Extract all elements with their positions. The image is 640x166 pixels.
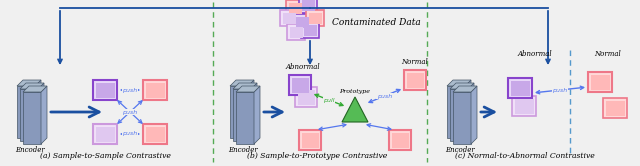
Polygon shape — [41, 86, 47, 144]
FancyBboxPatch shape — [289, 27, 303, 38]
FancyBboxPatch shape — [289, 2, 301, 13]
Text: Normal: Normal — [595, 50, 621, 58]
Text: Encoder: Encoder — [445, 146, 475, 154]
Polygon shape — [23, 86, 47, 92]
Polygon shape — [251, 83, 257, 141]
Text: push: push — [122, 87, 138, 92]
FancyBboxPatch shape — [389, 130, 411, 150]
FancyBboxPatch shape — [406, 73, 424, 87]
Polygon shape — [20, 83, 44, 89]
FancyBboxPatch shape — [299, 130, 321, 150]
FancyBboxPatch shape — [286, 0, 304, 16]
FancyBboxPatch shape — [306, 10, 324, 26]
FancyBboxPatch shape — [95, 126, 115, 141]
Text: Normal: Normal — [402, 58, 428, 66]
Text: Prototype: Prototype — [339, 89, 371, 94]
Polygon shape — [38, 83, 44, 141]
FancyBboxPatch shape — [296, 16, 308, 28]
Text: (c) Normal-to-Abnormal Contrastive: (c) Normal-to-Abnormal Contrastive — [455, 152, 595, 160]
FancyBboxPatch shape — [298, 89, 314, 105]
FancyBboxPatch shape — [287, 24, 305, 40]
Polygon shape — [236, 92, 254, 144]
Polygon shape — [453, 92, 471, 144]
Polygon shape — [35, 80, 41, 138]
Polygon shape — [453, 86, 477, 92]
FancyBboxPatch shape — [591, 75, 609, 89]
Polygon shape — [20, 89, 38, 141]
FancyBboxPatch shape — [392, 132, 408, 148]
FancyBboxPatch shape — [145, 126, 164, 141]
Polygon shape — [447, 80, 471, 86]
Polygon shape — [465, 80, 471, 138]
Text: Encoder: Encoder — [15, 146, 45, 154]
Text: push: push — [122, 110, 138, 115]
FancyBboxPatch shape — [404, 70, 426, 90]
FancyBboxPatch shape — [280, 10, 298, 26]
Text: (b) Sample-to-Prototype Contrastive: (b) Sample-to-Prototype Contrastive — [246, 152, 387, 160]
FancyBboxPatch shape — [145, 83, 164, 97]
FancyBboxPatch shape — [301, 0, 314, 10]
Text: push: push — [377, 93, 392, 98]
FancyBboxPatch shape — [511, 81, 529, 95]
Text: push: push — [122, 110, 138, 115]
FancyBboxPatch shape — [295, 87, 317, 107]
Polygon shape — [447, 86, 465, 138]
FancyBboxPatch shape — [95, 83, 115, 97]
FancyBboxPatch shape — [93, 124, 117, 144]
FancyBboxPatch shape — [605, 100, 625, 116]
Text: Encoder: Encoder — [228, 146, 258, 154]
Polygon shape — [230, 86, 248, 138]
FancyBboxPatch shape — [603, 98, 627, 118]
FancyBboxPatch shape — [303, 25, 317, 36]
Polygon shape — [233, 83, 257, 89]
FancyBboxPatch shape — [588, 72, 612, 92]
Polygon shape — [248, 80, 254, 138]
Polygon shape — [450, 83, 474, 89]
FancyBboxPatch shape — [293, 14, 311, 30]
Polygon shape — [233, 89, 251, 141]
Text: Contaminated Data: Contaminated Data — [332, 17, 420, 27]
FancyBboxPatch shape — [301, 22, 319, 38]
FancyBboxPatch shape — [143, 124, 167, 144]
FancyBboxPatch shape — [282, 12, 296, 24]
FancyBboxPatch shape — [93, 80, 117, 100]
Polygon shape — [230, 80, 254, 86]
FancyBboxPatch shape — [308, 12, 321, 24]
Text: pull: pull — [323, 97, 335, 102]
Polygon shape — [468, 83, 474, 141]
Polygon shape — [342, 97, 368, 122]
Text: (a) Sample-to-Sample Contrastive: (a) Sample-to-Sample Contrastive — [40, 152, 171, 160]
FancyBboxPatch shape — [291, 78, 308, 92]
FancyBboxPatch shape — [508, 78, 532, 98]
Polygon shape — [471, 86, 477, 144]
FancyBboxPatch shape — [299, 0, 317, 13]
Polygon shape — [23, 92, 41, 144]
Text: Abnormal: Abnormal — [518, 50, 552, 58]
Polygon shape — [254, 86, 260, 144]
Polygon shape — [17, 86, 35, 138]
FancyBboxPatch shape — [143, 80, 167, 100]
FancyBboxPatch shape — [512, 96, 536, 116]
Text: Abnormal: Abnormal — [285, 63, 320, 71]
Polygon shape — [17, 80, 41, 86]
FancyBboxPatch shape — [515, 98, 534, 114]
FancyBboxPatch shape — [301, 132, 319, 148]
Polygon shape — [236, 86, 260, 92]
FancyBboxPatch shape — [289, 75, 311, 95]
Text: push: push — [552, 87, 568, 92]
Polygon shape — [450, 89, 468, 141]
Text: push: push — [122, 131, 138, 136]
